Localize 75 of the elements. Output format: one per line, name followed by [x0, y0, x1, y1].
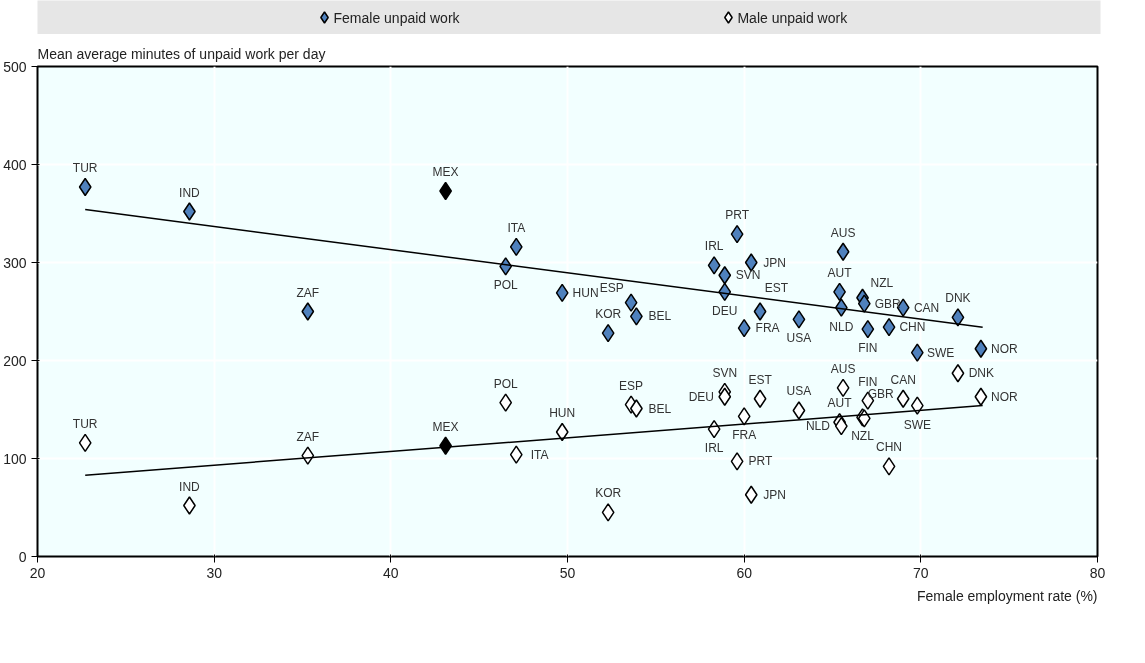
y-tick-label: 500: [3, 58, 27, 75]
annotation: ITA: [507, 220, 526, 235]
annotation: EST: [764, 280, 789, 295]
annotation: FRA: [755, 321, 780, 336]
annotation: POL: [493, 278, 518, 293]
annotation: NLD: [829, 319, 854, 334]
legend-label: Female unpaid work: [333, 9, 461, 26]
annotation: ESP: [619, 378, 644, 393]
annotation: SWE: [903, 417, 931, 432]
annotation: FRA: [732, 428, 757, 443]
annotation: HUN: [549, 406, 576, 421]
annotation: SVN: [712, 365, 738, 380]
annotation: DNK: [945, 291, 971, 306]
annotation: MEX: [432, 164, 459, 179]
annotation: IRL: [704, 239, 724, 254]
annotation: CAN: [890, 372, 916, 387]
y-axis-title: Mean average minutes of unpaid work per day: [37, 45, 326, 62]
annotation: ZAF: [296, 429, 320, 444]
annotation: NLD: [805, 419, 831, 434]
annotation: AUT: [827, 265, 853, 280]
annotation: ZAF: [296, 285, 320, 300]
annotation: SVN: [735, 268, 761, 283]
annotation: DNK: [968, 366, 995, 381]
annotation: SWE: [927, 345, 955, 360]
x-tick-label: 80: [1089, 564, 1106, 581]
annotation: NOR: [990, 341, 1018, 356]
annotation: JPN: [763, 255, 786, 270]
annotation: AUS: [830, 361, 856, 376]
y-tick-label: 200: [3, 352, 27, 369]
annotation: JPN: [763, 487, 786, 502]
annotation: EST: [748, 372, 773, 387]
x-tick-label: 20: [29, 564, 46, 581]
annotation: MEX: [432, 419, 459, 434]
annotation: IND: [179, 185, 201, 200]
annotation: AUS: [830, 225, 856, 240]
annotation: KOR: [595, 486, 622, 501]
annotation: DEU: [688, 389, 715, 404]
annotation: ITA: [530, 447, 549, 462]
annotation: FIN: [858, 341, 878, 356]
annotation: IRL: [704, 441, 724, 456]
annotation: PRT: [748, 454, 774, 469]
annotation: HUN: [572, 285, 599, 300]
x-tick-label: 50: [559, 564, 576, 581]
annotation: PRT: [725, 208, 750, 223]
y-tick-label: 0: [18, 548, 27, 565]
annotation: BEL: [648, 401, 672, 416]
x-tick-label: 70: [913, 564, 929, 581]
legend-label: Male unpaid work: [737, 9, 849, 26]
annotation: NZL: [851, 429, 875, 444]
annotation: NZL: [870, 275, 894, 290]
annotation: AUT: [827, 396, 853, 411]
y-tick-label: 400: [3, 156, 27, 173]
annotation: POL: [493, 376, 518, 391]
y-tick-label: 300: [3, 254, 27, 271]
x-axis-title: Female employment rate (%): [917, 587, 1098, 604]
annotation: FIN: [858, 374, 878, 389]
annotation: KOR: [595, 307, 622, 322]
x-tick-label: 60: [736, 564, 753, 581]
annotation: USA: [786, 331, 812, 346]
annotation: DEU: [712, 303, 738, 318]
y-tick-label: 100: [3, 450, 27, 467]
x-tick-label: 30: [206, 564, 223, 581]
annotation: ESP: [599, 280, 624, 295]
annotation: NOR: [990, 389, 1018, 404]
annotation: GBR: [874, 296, 902, 311]
x-tick-label: 40: [383, 564, 399, 581]
annotation: CAN: [913, 300, 940, 315]
annotation: USA: [786, 384, 812, 399]
annotation: CHN: [899, 320, 926, 335]
annotation: TUR: [72, 416, 98, 431]
annotation: GBR: [867, 387, 895, 402]
annotation: BEL: [648, 309, 672, 324]
annotation: IND: [179, 479, 201, 494]
annotation: CHN: [876, 440, 903, 455]
annotation: TUR: [72, 161, 98, 176]
